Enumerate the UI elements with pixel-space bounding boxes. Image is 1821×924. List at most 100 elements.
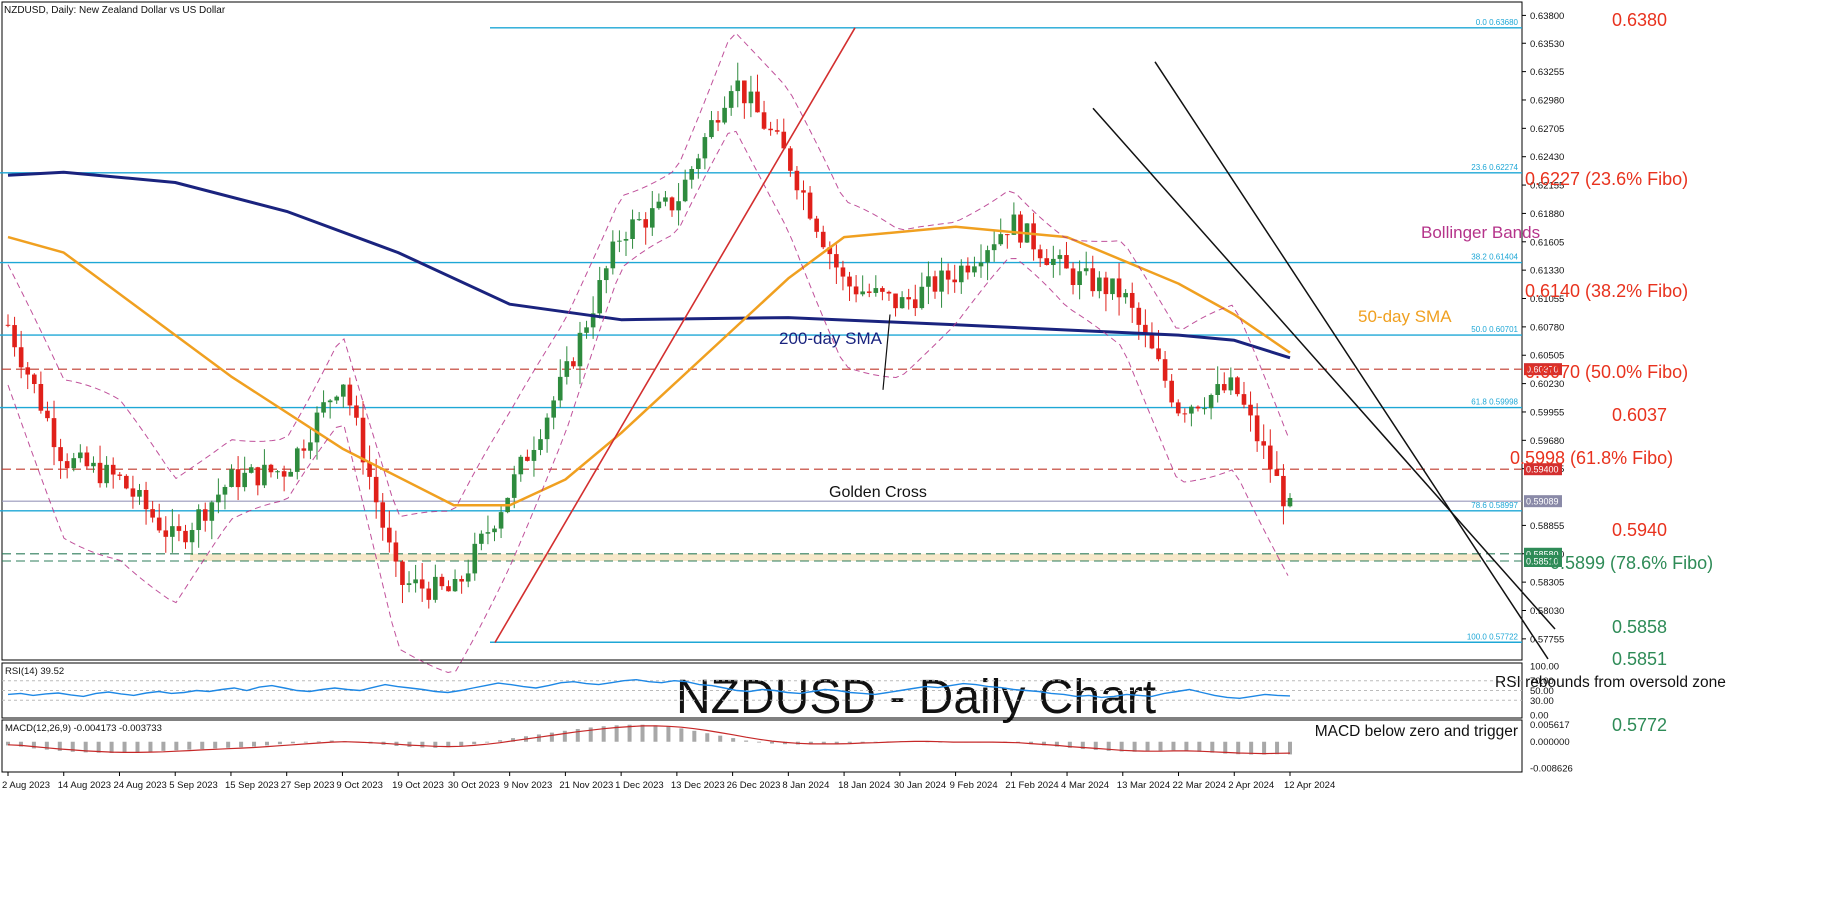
- annotation-label: 0.5998 (61.8% Fibo): [1510, 448, 1673, 468]
- rsi-y-tick-label: 30.00: [1530, 696, 1554, 707]
- candle-body: [991, 244, 997, 251]
- candle-body: [1018, 214, 1023, 243]
- macd-histogram-bar: [511, 738, 516, 742]
- candle-body: [985, 250, 990, 263]
- x-tick-label: 4 Mar 2024: [1061, 780, 1109, 791]
- price-tag-bg: [1524, 463, 1562, 476]
- x-tick-label: 1 Dec 2023: [615, 780, 664, 791]
- candle-body: [1208, 394, 1214, 409]
- macd-histogram-bar: [1249, 741, 1254, 755]
- candle-body: [45, 410, 50, 419]
- x-tick-label: 13 Mar 2024: [1117, 780, 1170, 791]
- annotation-label: 0.6227 (23.6% Fibo): [1525, 169, 1688, 189]
- rsi-y-tick-label: 100.00: [1530, 662, 1559, 673]
- candle-body: [1189, 406, 1194, 414]
- candle-body: [485, 532, 491, 534]
- window-title: NZDUSD, Daily: New Zealand Dollar vs US …: [4, 5, 226, 16]
- candle-body: [498, 512, 504, 529]
- candle-body: [334, 396, 340, 401]
- macd-histogram-bar: [122, 741, 127, 753]
- x-tick-label: 5 Sep 2023: [169, 780, 218, 791]
- x-tick-label: 26 Dec 2023: [727, 780, 781, 791]
- macd-histogram-bar: [679, 728, 684, 742]
- candle-body: [71, 458, 77, 469]
- candle-body: [511, 474, 517, 498]
- candle-body: [564, 361, 570, 377]
- macd-annotation: MACD below zero and trigger: [1315, 723, 1518, 740]
- candle-body: [1195, 406, 1201, 409]
- annotation-label: 0.6070 (50.0% Fibo): [1525, 362, 1688, 382]
- candle-body: [1248, 404, 1253, 416]
- candle-body: [288, 471, 293, 477]
- y-tick-label: 0.63800: [1530, 11, 1564, 22]
- y-tick-label: 0.63255: [1530, 67, 1564, 78]
- macd-histogram-bar: [44, 741, 49, 750]
- macd-histogram-bar: [640, 724, 645, 742]
- fib-level-label: 50.0 0.60701: [1471, 325, 1518, 334]
- candle-body: [242, 472, 247, 488]
- candle-body: [1123, 292, 1128, 298]
- candle-body: [544, 417, 550, 440]
- candle-body: [1254, 415, 1260, 442]
- candle-body: [413, 579, 418, 584]
- candle-body: [682, 179, 688, 202]
- candle-body: [1116, 278, 1122, 298]
- macd-histogram-bar: [1288, 741, 1292, 755]
- annotation-label: 0.5772: [1612, 715, 1667, 735]
- channel-upper-line: [1092, 107, 1556, 630]
- candle-body: [1097, 277, 1102, 292]
- x-tick-label: 19 Oct 2023: [392, 780, 444, 791]
- candle-body: [78, 452, 83, 459]
- candle-body: [696, 158, 701, 170]
- rsi-line: [7, 678, 1291, 700]
- macd-histogram-bar: [1093, 741, 1098, 750]
- candle-body: [1175, 402, 1181, 414]
- macd-histogram-bar: [303, 741, 308, 743]
- candle-body: [689, 169, 695, 180]
- candle-body: [709, 120, 714, 138]
- candle-body: [433, 576, 438, 600]
- candle-body: [1149, 333, 1155, 349]
- bollinger-upper: [7, 32, 1289, 518]
- macd-histogram-bar: [1262, 741, 1267, 755]
- x-tick-label: 12 Apr 2024: [1284, 780, 1335, 791]
- candle-body: [373, 476, 379, 503]
- candle-body: [801, 190, 806, 193]
- candle-body: [656, 201, 662, 209]
- candle-body: [229, 469, 234, 487]
- candle-body: [1031, 223, 1036, 250]
- candle-body: [419, 579, 425, 589]
- candle-body: [531, 449, 537, 461]
- candle-body: [301, 448, 307, 451]
- uptrend-line: [494, 27, 856, 643]
- fib-level-label: 100.0 0.57722: [1467, 632, 1519, 641]
- macd-histogram-bar: [860, 741, 865, 743]
- candle-body: [603, 268, 609, 281]
- price-tag-bg: [1524, 495, 1562, 508]
- candle-body: [314, 412, 320, 443]
- candle-body: [873, 288, 879, 293]
- candle-body: [912, 299, 918, 309]
- candle-body: [636, 219, 642, 221]
- x-tick-label: 9 Feb 2024: [950, 780, 998, 791]
- candle-body: [117, 474, 123, 476]
- macd-histogram-bar: [1223, 741, 1228, 754]
- candle-body: [952, 279, 958, 283]
- macd-histogram-bar: [252, 741, 257, 747]
- macd-histogram-bar: [653, 725, 658, 742]
- candle-body: [978, 262, 984, 267]
- x-tick-label: 9 Oct 2023: [336, 780, 382, 791]
- macd-panel-frame: [1, 719, 1523, 773]
- annotation-label: 0.5851: [1612, 649, 1667, 669]
- macd-histogram-bar: [1029, 741, 1034, 745]
- candle-body: [1261, 441, 1267, 446]
- x-tick-label: 18 Jan 2024: [838, 780, 890, 791]
- candle-body: [439, 576, 445, 587]
- candle-body: [880, 288, 885, 292]
- macd-histogram-bar: [536, 734, 541, 742]
- y-tick-label: 0.60505: [1530, 351, 1564, 362]
- fib-level-label: 0.0 0.63680: [1476, 18, 1519, 27]
